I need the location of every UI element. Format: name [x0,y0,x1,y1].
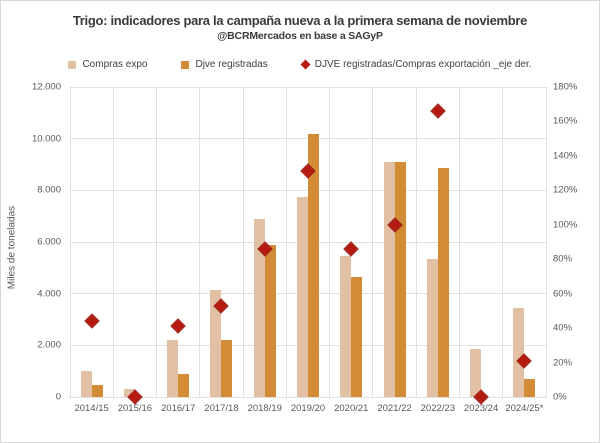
left-axis-tick-label: 2.000 [37,339,61,351]
x-axis-tick-label: 2016/17 [161,403,196,414]
legend-item-djve-registradas: Djve registradas [181,59,268,70]
compras-expo-square-icon [68,60,77,69]
vertical-gridline [415,87,417,397]
right-axis-tick-label: 80% [553,253,573,265]
bar-compras-expo [513,307,525,397]
right-axis-tick-label: 140% [553,150,578,162]
bar-djve-registradas [221,340,233,397]
ratio-diamond-marker [170,318,186,335]
bar-djve-registradas [437,168,449,397]
right-axis-tick-label: 60% [553,288,573,300]
x-axis-tick-label: 2021/22 [377,403,412,414]
vertical-gridline [242,87,244,397]
bar-djve-registradas [524,378,536,397]
bar-compras-expo [470,349,482,397]
vertical-gridline [285,87,287,397]
left-axis-tick-label: 10.000 [31,133,61,145]
ratio-diamond-marker [430,103,446,119]
bar-djve-registradas [351,276,363,397]
right-axis-tick-label: 180% [553,81,578,93]
legend-item-compras-expo: Compras expo [68,59,147,70]
bar-compras-expo [210,289,222,397]
left-axis-tick-label: 12.000 [31,81,61,93]
ratio-diamond-marker [83,313,100,329]
vertical-gridline [112,87,114,397]
bar-compras-expo [383,161,395,397]
legend-item-ratio: DJVE registradas/Compras exportación _ej… [300,59,532,70]
x-axis-tick-label: 2015/16 [117,403,153,414]
legend-label-compras-expo: Compras expo [82,59,148,70]
vertical-gridline [372,87,374,397]
horizontal-gridline [70,86,546,88]
bar-compras-expo [426,258,438,397]
vertical-gridline [502,87,504,397]
bar-djve-registradas [91,385,103,397]
chart-subtitle: @BCRMercados en base a SAGyP [217,30,383,42]
bar-compras-expo [297,196,308,397]
left-axis-tick-label: 6.000 [37,236,61,248]
x-axis-tick-label: 2017/18 [204,403,239,414]
x-axis-tick-label: 2023/24 [463,403,499,414]
bar-compras-expo [123,389,135,397]
vertical-gridline [199,87,201,397]
chart-legend: Compras expo Djve registradas DJVE regis… [1,59,599,70]
right-axis-tick-label: 120% [553,184,578,196]
x-axis-tick-label: 2018/19 [247,403,282,414]
legend-label-djve-registradas: Djve registradas [195,59,268,70]
right-axis-tick-label: 40% [553,322,573,334]
right-axis-tick-label: 0% [553,391,567,403]
plot-area [69,86,547,405]
right-axis-tick-label: 100% [553,219,578,231]
bar-djve-registradas [264,244,276,397]
x-axis-tick-label: 2020/21 [334,403,369,414]
right-axis-tick-label: 160% [553,115,578,127]
ratio-diamond-icon [300,59,311,70]
djve-registradas-square-icon [181,60,190,69]
bar-compras-expo [340,256,352,397]
bar-compras-expo [80,371,92,397]
x-axis-tick-label: 2022/23 [420,403,455,414]
vertical-gridline [69,87,71,397]
bar-djve-registradas [308,133,319,397]
ratio-diamond-marker [343,241,360,257]
chart-title: Trigo: indicadores para la campaña nueva… [72,13,528,28]
horizontal-gridline [70,396,546,398]
left-axis-tick-label: 8.000 [37,184,61,196]
right-axis-tick-label: 20% [553,357,573,369]
vertical-gridline [156,87,158,397]
x-axis-tick-label: 2024/25* [505,403,544,414]
legend-label-ratio: DJVE registradas/Compras exportación _ej… [314,59,532,70]
bar-compras-expo [253,218,265,397]
left-axis-tick-label: 0 [55,391,61,403]
vertical-gridline [458,87,460,397]
vertical-gridline [545,87,547,397]
x-axis-tick-label: 2019/20 [290,403,326,414]
left-axis-tick-label: 4.000 [37,288,61,300]
x-axis-tick-label: 2014/15 [74,403,109,414]
bar-compras-expo [167,340,179,397]
vertical-gridline [329,87,331,397]
bar-djve-registradas [394,161,406,397]
bar-djve-registradas [178,373,190,397]
